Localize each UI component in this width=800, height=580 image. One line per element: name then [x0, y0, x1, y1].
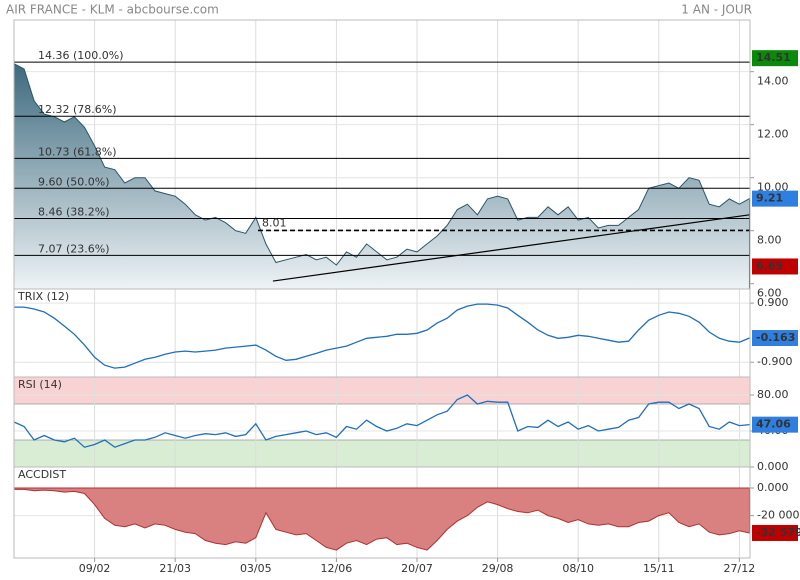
value-badge-label: 9.21	[756, 192, 783, 205]
line	[13, 394, 750, 448]
x-tick-label: 20/07	[401, 562, 433, 575]
level-label: 14.36 (100.0%)	[38, 49, 124, 62]
line	[14, 303, 750, 369]
value-badge	[752, 416, 798, 433]
y-tick-label: -0.900	[757, 355, 792, 368]
panel-border	[13, 288, 751, 378]
x-tick-label: 08/10	[562, 562, 594, 575]
y-tick-label: 80.00	[757, 388, 789, 401]
value-badge-label: -0.163	[756, 331, 795, 344]
y-tick-label: 0.900	[757, 296, 789, 309]
y-tick-label: 6.00	[757, 287, 782, 300]
y-tick-label: 10.00	[757, 181, 789, 194]
level-label: 7.07 (23.6%)	[38, 242, 110, 255]
band	[14, 440, 750, 467]
level-label: 9.60 (50.0%)	[38, 175, 110, 188]
panel-border	[13, 466, 751, 559]
y-tick-label: 12.00	[757, 128, 789, 141]
band	[14, 377, 750, 404]
y-tick-label: 0.000	[757, 481, 789, 494]
y-tick-label: -20 000	[757, 509, 799, 522]
y-tick-label: 14.00	[757, 75, 789, 88]
area	[13, 487, 751, 551]
value-badge	[752, 50, 798, 67]
x-tick-label: 09/02	[79, 562, 111, 575]
y-tick-label: 0.000	[757, 460, 789, 473]
panel-title: RSI (14)	[18, 378, 62, 391]
value-badge	[752, 330, 798, 347]
x-tick-label: 21/03	[159, 562, 191, 575]
x-tick-label: 29/08	[482, 562, 514, 575]
trendline	[272, 214, 750, 282]
x-tick-label: 03/05	[240, 562, 272, 575]
level-label: 8.46 (38.2%)	[38, 206, 110, 219]
value-badge-label: 47.06	[756, 418, 791, 431]
value-badge-label: -32 579	[756, 526, 800, 539]
level-label: 10.73 (61.8%)	[38, 145, 117, 158]
x-tick-label: 12/06	[321, 562, 353, 575]
area	[13, 62, 751, 290]
header-title: AIR FRANCE - KLM - abcbourse.com	[6, 3, 219, 17]
x-tick-label: 15/11	[643, 562, 675, 575]
y-tick-label: 8.00	[757, 234, 782, 247]
header-period: 1 AN - JOUR	[681, 3, 752, 17]
value-badge	[752, 190, 798, 207]
x-tick-label: 27/12	[724, 562, 756, 575]
panel-title: ACCDIST	[18, 468, 66, 481]
value-badge-label: 6.65	[756, 259, 783, 272]
level-label: 12.32 (78.6%)	[38, 103, 117, 116]
value-badge	[752, 524, 798, 541]
support-label: 8.01	[262, 216, 287, 229]
value-badge	[752, 258, 798, 275]
value-badge-label: 14.51	[756, 51, 791, 64]
panel-title: TRIX (12)	[17, 290, 69, 303]
